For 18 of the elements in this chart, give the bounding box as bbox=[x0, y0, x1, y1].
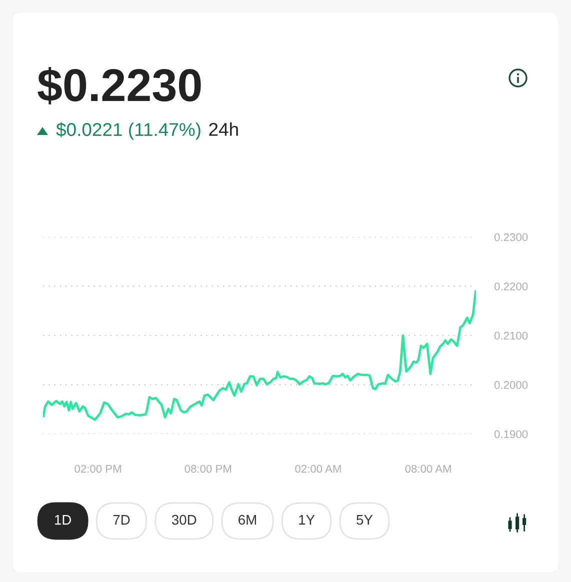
y-tick-label: 0.2300 bbox=[494, 233, 528, 242]
y-tick-label: 0.2100 bbox=[494, 332, 528, 340]
text: 5Y bbox=[356, 515, 373, 525]
y-tick-label: 0.2200 bbox=[494, 282, 528, 290]
text: 1D bbox=[54, 515, 72, 525]
text: 7D bbox=[113, 515, 130, 525]
x-tick-label: 02:00 PM bbox=[74, 464, 121, 473]
text: 6M bbox=[238, 514, 256, 525]
text: 30D bbox=[172, 514, 196, 525]
y-tick-label: 0.1900 bbox=[494, 430, 528, 438]
chart-title: $0.2230 bbox=[38, 66, 201, 104]
text: 24h bbox=[209, 122, 238, 136]
x-tick-label: 08:00 AM bbox=[405, 464, 451, 473]
x-tick-label: 08:00 PM bbox=[184, 464, 231, 473]
y-tick-label: 0.2000 bbox=[494, 381, 528, 389]
chart-subtitle: $0.0221 (11.47%) bbox=[56, 122, 200, 140]
x-tick-label: 02:00 AM bbox=[295, 464, 341, 473]
text: 1Y bbox=[299, 515, 315, 525]
